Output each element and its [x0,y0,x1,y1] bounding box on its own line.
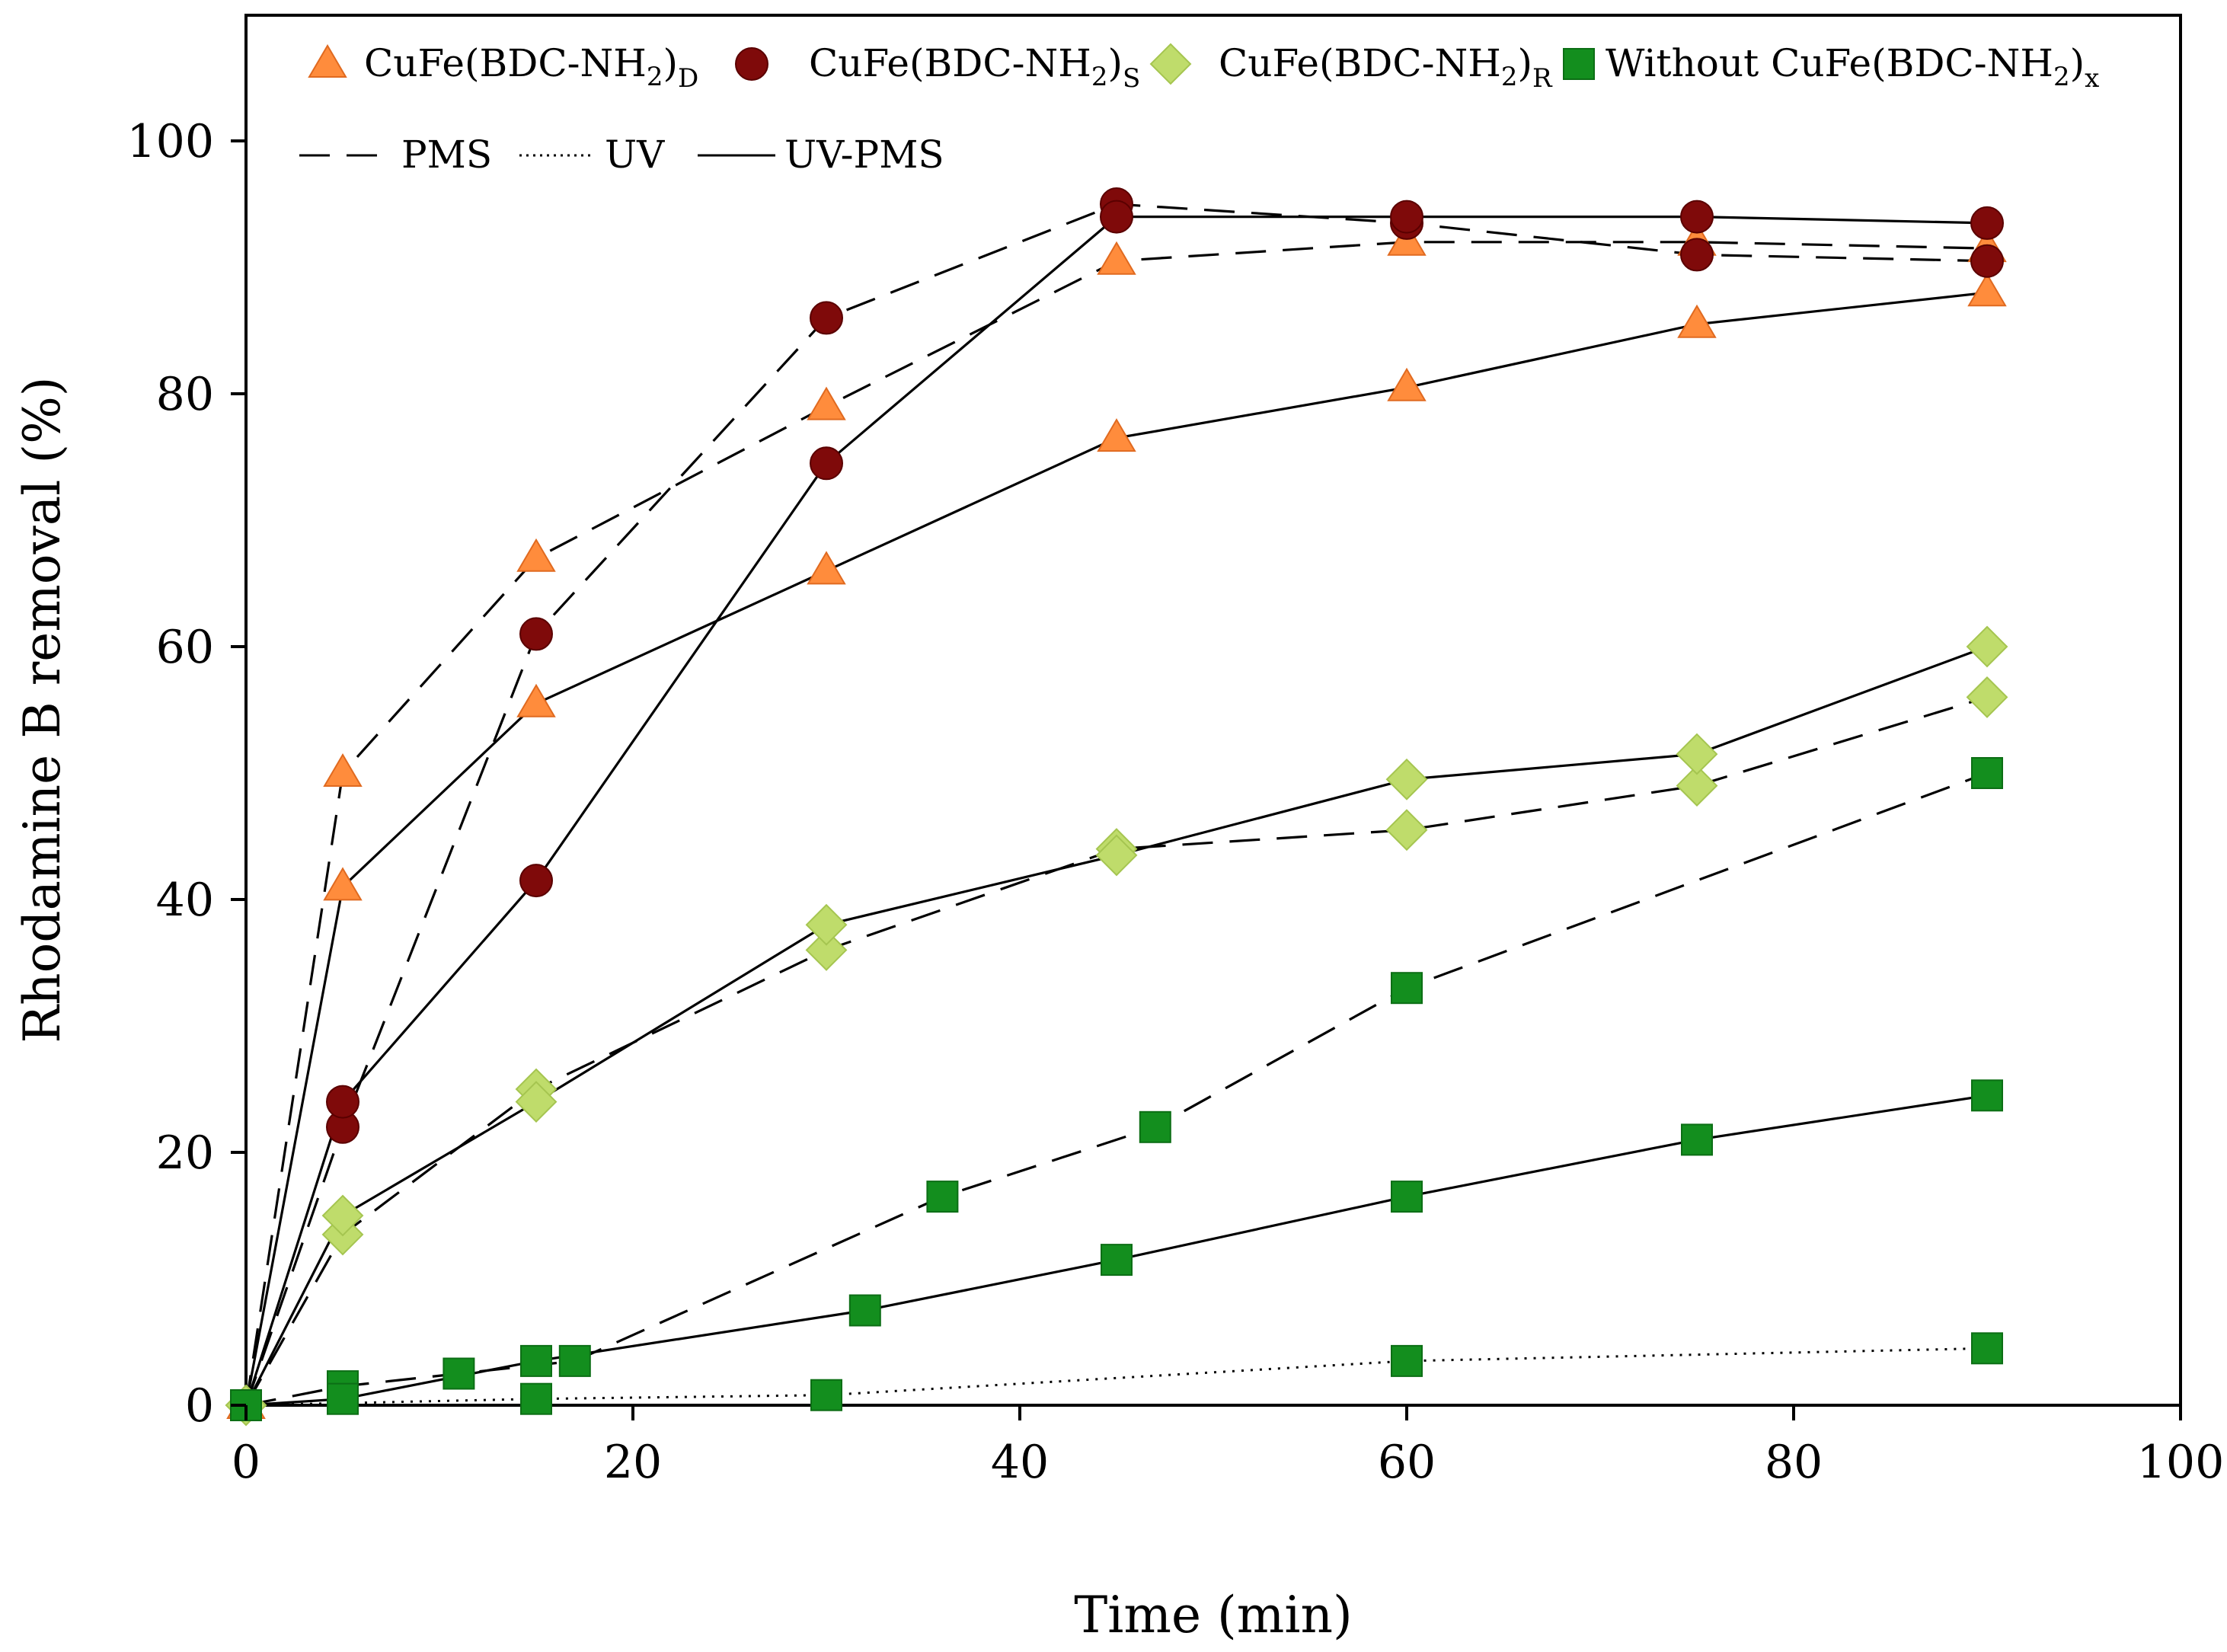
legend-label-D: CuFe(BDC-NH2)D [364,41,698,94]
data-point-8-3 [1391,1344,1423,1377]
data-point-3-1 [326,1085,359,1119]
data-point-4-3 [805,928,848,971]
legend-label-dashed: PMS [401,133,492,177]
data-point-1-3 [807,551,846,585]
y-tick-label: 60 [156,621,214,674]
data-point-3-5 [1390,200,1423,234]
data-point-0-1 [323,753,363,787]
series-line-4 [244,695,1988,1406]
data-point-6-3 [558,1344,591,1377]
data-point-1-6 [1677,304,1717,338]
data-point-3-6 [1680,200,1714,234]
data-point-6-2 [443,1357,475,1390]
data-point-5-5 [1385,758,1428,800]
data-point-4-6 [1676,765,1718,807]
series-line-2 [244,203,1988,1406]
x-tick-label: 80 [1765,1436,1823,1489]
legend: CuFe(BDC-NH2)D CuFe(BDC-NH2)S CuFe(BDC-NH2… [299,41,2099,177]
data-point-5-2 [515,1081,558,1123]
y-tick-label: 80 [156,368,214,421]
data-point-3-3 [810,446,843,481]
y-tick-label: 0 [185,1379,214,1433]
data-point-4-5 [1385,809,1428,852]
data-point-0-4 [1097,241,1136,275]
x-axis-title: Time (min) [1074,1586,1352,1644]
data-point-6-5 [1139,1110,1171,1143]
data-point-5-4 [1095,834,1138,877]
y-tick-label: 100 [126,115,214,168]
data-point-7-1 [327,1382,359,1415]
series-line-0 [244,241,1988,1406]
data-point-1-5 [1387,367,1427,401]
data-point-7-7 [1971,1079,2003,1112]
series-line-1 [244,291,1988,1406]
y-axis-title: Rhodamine B removal (%) [13,376,72,1043]
series-lines [244,203,1988,1407]
data-point-3-7 [1970,206,2004,240]
data-point-8-2 [810,1379,842,1411]
legend-label-dotted: UV [605,133,665,177]
data-point-7-6 [1681,1123,1713,1156]
legend-label-solid: UV-PMS [784,133,944,177]
data-point-7-5 [1391,1181,1423,1213]
data-point-1-4 [1097,418,1136,452]
data-point-1-7 [1967,273,2007,307]
series-line-7 [245,1094,1988,1407]
series-line-5 [244,645,1988,1406]
series-markers [225,187,2008,1427]
y-tick-label: 20 [156,1126,214,1180]
x-tick-label: 0 [232,1436,260,1489]
legend-marker-X [1563,48,1595,80]
data-point-5-3 [805,903,848,946]
data-point-2-2 [519,617,553,651]
data-point-2-3 [810,301,843,335]
data-point-0-2 [516,538,556,572]
legend-label-X: Without CuFe(BDC-NH2)x [1606,41,2099,94]
data-point-6-6 [1391,972,1423,1005]
data-point-2-6 [1680,238,1714,272]
data-point-5-7 [1966,625,2008,668]
data-point-7-4 [1101,1244,1133,1277]
data-point-6-7 [1971,757,2003,789]
legend-marker-S [735,47,768,81]
legend-label-R: CuFe(BDC-NH2)R [1219,41,1553,94]
y-tick-label: 40 [156,874,214,927]
plot-frame [244,14,2182,1407]
data-point-1-2 [516,683,556,717]
data-point-0-3 [807,386,846,420]
axes: 0 20 40 60 80 100 0 20 40 60 80 100 [126,115,2224,1489]
data-point-6-4 [926,1181,959,1213]
data-point-5-6 [1676,733,1718,775]
series-line-3 [244,216,1988,1406]
data-point-5-1 [321,1194,364,1237]
data-point-7-2 [520,1344,552,1377]
data-point-3-4 [1100,200,1133,234]
series-line-8 [245,1347,1988,1407]
data-point-2-7 [1970,244,2004,278]
data-point-1-1 [323,867,363,901]
x-tick-label: 60 [1378,1436,1436,1489]
data-point-4-7 [1966,676,2008,718]
series-line-6 [245,772,1988,1407]
x-tick-label: 20 [604,1436,662,1489]
x-tick-label: 40 [991,1436,1049,1489]
data-point-3-2 [519,864,553,898]
legend-label-S: CuFe(BDC-NH2)S [809,41,1140,94]
data-point-8-1 [520,1382,552,1415]
legend-marker-D [308,44,347,78]
x-tick-label: 100 [2137,1436,2225,1489]
legend-marker-R [1149,43,1192,85]
data-point-7-3 [848,1294,881,1327]
data-point-8-4 [1971,1332,2003,1365]
